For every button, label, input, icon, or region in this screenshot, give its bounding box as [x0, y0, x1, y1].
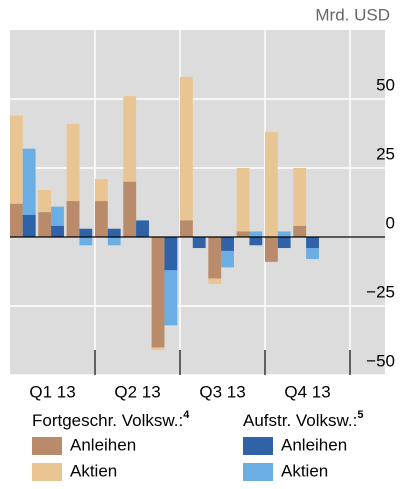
bar	[180, 76, 193, 237]
bar	[38, 212, 52, 237]
unit-label: Mrd. USD	[315, 5, 390, 24]
bar	[265, 132, 278, 237]
bar	[208, 237, 222, 279]
bar	[265, 237, 278, 262]
bar	[236, 231, 250, 237]
legend-group-title: Fortgeschr. Volksw.:	[32, 411, 183, 430]
legend-swatch	[243, 463, 273, 481]
legend-label: Anleihen	[70, 435, 136, 454]
bar	[151, 237, 165, 348]
bar	[249, 237, 263, 246]
bar	[107, 237, 121, 246]
y-tick-label: 25	[376, 144, 395, 163]
legend-label: Aktien	[70, 461, 117, 480]
bar	[180, 220, 193, 237]
bar	[10, 203, 23, 237]
legend-title: Aufstr. Volksw.:5	[243, 409, 363, 431]
bar	[277, 237, 291, 249]
bar	[277, 231, 291, 237]
x-tick-label: Q3 13	[199, 382, 245, 401]
legend-footnote: 5	[357, 409, 363, 421]
bar	[192, 237, 206, 249]
bar	[51, 225, 64, 237]
bar	[107, 228, 121, 237]
y-tick-label: −50	[366, 351, 395, 370]
bar	[79, 228, 93, 237]
y-tick-label: 0	[386, 213, 395, 232]
bar	[249, 231, 263, 237]
bar	[136, 220, 149, 237]
bar	[293, 168, 307, 237]
bar	[79, 237, 93, 246]
bar	[236, 168, 250, 237]
y-tick-label: −25	[366, 282, 395, 301]
legend-footnote: 4	[183, 409, 190, 421]
bar	[123, 181, 137, 237]
legend-swatch	[32, 463, 62, 481]
bar	[306, 237, 319, 249]
y-tick-label: 50	[376, 75, 395, 94]
bar	[293, 225, 307, 237]
bar	[66, 201, 80, 237]
legend-swatch	[32, 437, 62, 455]
legend-swatch	[243, 437, 273, 455]
plot-background	[10, 30, 385, 375]
legend-title: Fortgeschr. Volksw.:4	[32, 409, 190, 431]
bar	[221, 237, 234, 251]
legend-label: Aktien	[281, 461, 328, 480]
legend-label: Anleihen	[281, 435, 347, 454]
bar	[95, 201, 108, 237]
bar	[164, 237, 178, 271]
x-tick-label: Q4 13	[284, 382, 330, 401]
x-tick-label: Q1 13	[29, 382, 75, 401]
x-tick-label: Q2 13	[114, 382, 160, 401]
bar	[22, 214, 36, 237]
legend-group-title: Aufstr. Volksw.:	[243, 411, 357, 430]
